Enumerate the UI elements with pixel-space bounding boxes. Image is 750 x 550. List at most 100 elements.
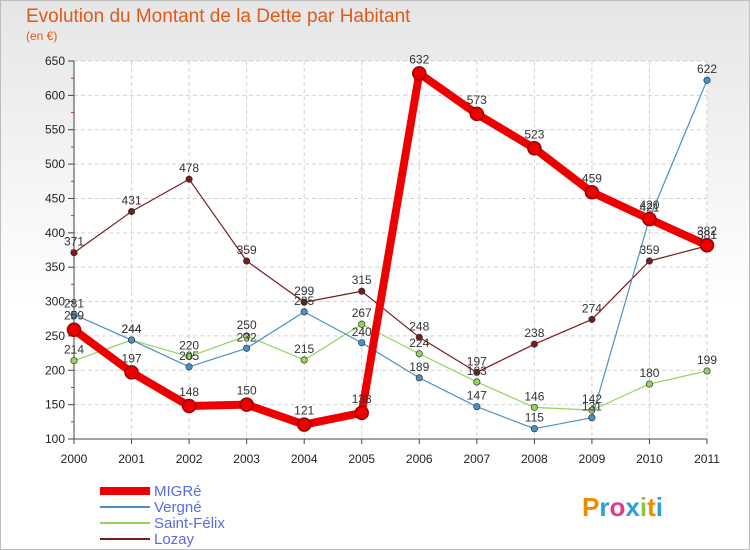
data-label: 250 xyxy=(237,318,257,332)
data-label: 215 xyxy=(294,342,314,356)
data-label: 248 xyxy=(409,319,429,333)
data-label: 478 xyxy=(179,161,199,175)
data-point xyxy=(415,350,423,358)
data-label: 371 xyxy=(64,235,84,249)
data-label: 299 xyxy=(294,284,314,298)
data-label: 183 xyxy=(467,364,487,378)
y-tick-label: 500 xyxy=(45,157,65,171)
data-label: 359 xyxy=(639,243,659,257)
data-label: 214 xyxy=(64,343,84,357)
logo-letter: t xyxy=(647,492,656,522)
data-label: 115 xyxy=(525,411,544,425)
data-label: 224 xyxy=(409,336,429,350)
x-tick-label: 2005 xyxy=(348,452,375,466)
data-label: 285 xyxy=(294,294,314,308)
data-point xyxy=(358,287,366,295)
data-point xyxy=(127,336,136,344)
data-point xyxy=(239,397,254,412)
data-point xyxy=(645,257,654,265)
data-point xyxy=(469,106,485,122)
data-label: 146 xyxy=(524,389,544,403)
data-point xyxy=(415,333,423,341)
data-label: 205 xyxy=(179,349,199,363)
data-label: 274 xyxy=(582,301,602,315)
data-label: 420 xyxy=(639,198,659,212)
data-point xyxy=(699,237,715,253)
x-tick-label: 2009 xyxy=(579,452,606,466)
data-point xyxy=(185,175,193,183)
legend-label: Saint-Félix xyxy=(154,515,225,532)
proxiti-logo: Proxiti xyxy=(582,492,663,522)
y-tick-label: 350 xyxy=(45,260,65,274)
data-point xyxy=(66,322,82,337)
data-point xyxy=(70,249,78,257)
data-labels: 371 431 478 359 299 315 248 197 238 274 359 381 214 2… xyxy=(64,52,717,424)
data-point xyxy=(243,332,251,340)
data-label: 315 xyxy=(352,273,372,287)
logo-letter: i xyxy=(656,492,663,522)
legend-label: Lozay xyxy=(154,531,195,548)
y-tick-label: 150 xyxy=(45,398,65,412)
chart-title: Evolution du Montant de la Dette par Hab… xyxy=(26,6,411,27)
series-migr- xyxy=(66,66,715,432)
data-point xyxy=(588,315,596,323)
data-label: 381 xyxy=(697,228,717,242)
data-label: 220 xyxy=(179,339,199,353)
data-label: 138 xyxy=(352,392,372,406)
series-saint-f-lix xyxy=(70,320,711,414)
data-label: 244 xyxy=(122,322,142,336)
chart-unit: (en €) xyxy=(26,29,57,43)
y-tick-label: 450 xyxy=(45,191,65,205)
y-tick-label: 600 xyxy=(45,88,65,102)
series-line xyxy=(73,323,708,411)
data-point xyxy=(530,340,538,348)
data-point xyxy=(300,356,308,364)
data-point xyxy=(296,417,312,432)
data-point xyxy=(127,207,136,216)
data-point xyxy=(530,403,538,411)
logo-letter: o xyxy=(609,492,625,522)
data-label: 131 xyxy=(582,400,602,414)
data-label: 573 xyxy=(467,93,487,107)
data-point xyxy=(584,185,600,200)
y-tick-label: 400 xyxy=(45,226,65,240)
data-label: 622 xyxy=(697,62,717,76)
data-point xyxy=(645,380,654,388)
data-label: 147 xyxy=(467,389,487,403)
x-tick-label: 2004 xyxy=(291,452,318,466)
data-point xyxy=(588,414,596,422)
y-tick-label: 300 xyxy=(45,295,65,309)
data-label: 180 xyxy=(639,366,659,380)
data-point xyxy=(70,357,78,365)
data-point xyxy=(185,363,193,371)
data-label: 150 xyxy=(237,384,257,398)
x-tick-label: 2003 xyxy=(233,452,260,466)
data-point xyxy=(358,339,366,347)
series-line xyxy=(71,69,709,429)
y-tick-label: 100 xyxy=(45,432,65,446)
data-label: 523 xyxy=(524,127,544,141)
data-label: 148 xyxy=(179,385,199,399)
data-label: 240 xyxy=(352,325,372,339)
legend-label: MIGRé xyxy=(154,483,202,500)
logo-letter: x xyxy=(625,492,640,522)
data-point xyxy=(124,365,139,380)
x-tick-label: 2000 xyxy=(61,452,88,466)
logo-letter: r xyxy=(599,492,609,522)
data-point xyxy=(185,352,193,361)
x-tick-label: 2010 xyxy=(636,452,663,466)
data-point xyxy=(300,298,308,306)
data-label: 632 xyxy=(409,52,429,66)
y-tick-label: 200 xyxy=(45,363,65,377)
series-line xyxy=(73,178,708,373)
data-label: 238 xyxy=(524,326,544,340)
axes: 100 150 200 250 300 350 400 450 500 550 600 650 2000… xyxy=(45,54,720,466)
data-label: 359 xyxy=(237,243,257,257)
data-label: 259 xyxy=(64,309,84,323)
x-tick-label: 2007 xyxy=(463,452,490,466)
data-point xyxy=(473,368,481,376)
x-tick-label: 2006 xyxy=(406,452,433,466)
data-label: 382 xyxy=(697,224,717,238)
